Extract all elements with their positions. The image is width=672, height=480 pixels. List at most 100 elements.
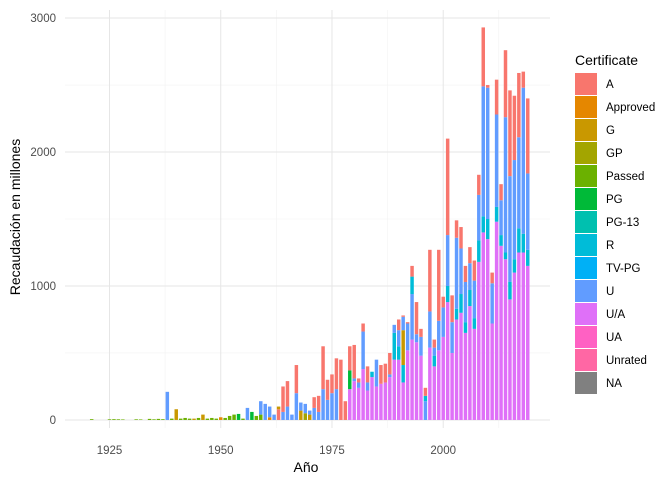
bar-segment: [517, 228, 521, 253]
bar-segment: [294, 365, 299, 394]
bar-segment: [307, 414, 312, 420]
bar-segment: [396, 359, 401, 420]
bar-segment: [259, 401, 263, 415]
legend-label: Approved: [606, 102, 655, 114]
legend-label: G: [606, 125, 615, 137]
bar-segment: [187, 418, 192, 420]
bar-segment: [388, 374, 392, 378]
y-axis-ticks: 0 1000 2000 3000: [30, 13, 56, 427]
bar-segment: [494, 221, 499, 420]
bar-segment: [499, 184, 503, 201]
bar-segment: [379, 383, 383, 420]
bar-segment: [227, 415, 232, 420]
bar-segment: [352, 378, 356, 382]
bar-segment: [348, 370, 352, 390]
bar-segment: [437, 350, 441, 420]
bar-segment: [445, 285, 450, 303]
bar-segment: [89, 419, 94, 420]
bar-segment: [316, 395, 321, 412]
bar-segment: [410, 276, 414, 295]
bar-segment: [370, 371, 374, 378]
bar-segment: [423, 401, 428, 420]
bar-segment: [365, 390, 370, 420]
bar-segment: [112, 419, 116, 420]
bar-segment: [441, 307, 445, 337]
bar-segment: [178, 418, 183, 420]
bar-segment: [147, 418, 152, 420]
bar-segment: [481, 216, 485, 233]
bar-segment: [361, 369, 365, 420]
bar-segment: [503, 252, 508, 260]
legend-label: U/A: [606, 309, 626, 321]
legend-key: [575, 349, 597, 371]
bar-segment: [459, 294, 463, 313]
bar-segment: [414, 334, 419, 343]
bar-segment: [472, 328, 477, 420]
bar-segment: [232, 414, 236, 420]
bar-segment: [352, 344, 356, 379]
bar-segment: [401, 382, 405, 420]
bar-segment: [481, 27, 485, 87]
legend-key: [575, 326, 597, 348]
bar-segment: [454, 220, 459, 238]
bar-segment: [477, 174, 481, 195]
bar-segment: [396, 330, 401, 347]
bar-segment: [405, 322, 410, 324]
bar-segment: [512, 95, 517, 161]
bar-segment: [521, 87, 526, 234]
bar-segment: [401, 330, 405, 366]
bar-segment: [348, 389, 352, 420]
bar-segment: [223, 417, 227, 420]
bar-segment: [454, 237, 459, 309]
bar-segment: [325, 379, 330, 400]
bar-segment: [316, 411, 321, 420]
bar-segment: [294, 393, 299, 420]
bar-segment: [401, 365, 405, 383]
bar-segment: [325, 399, 330, 420]
bar-segment: [214, 418, 219, 420]
bar-segment: [428, 311, 432, 348]
bar-segment: [361, 331, 365, 370]
bar-segment: [494, 79, 499, 115]
bar-segment: [276, 406, 281, 410]
bar-segment: [463, 332, 468, 420]
bar-segment: [343, 401, 348, 420]
bar-segment: [410, 294, 414, 340]
bar-segment: [450, 322, 454, 353]
bar-segment: [321, 389, 325, 420]
bar-segment: [116, 419, 121, 420]
bar-segment: [445, 235, 450, 286]
bar-segment: [503, 50, 508, 118]
y-tick-label: 1000: [30, 281, 56, 293]
bar-segment: [174, 409, 178, 420]
bar-segment: [463, 281, 468, 323]
legend-key: [575, 142, 597, 164]
bar-segment: [450, 352, 454, 420]
bar-segment: [472, 318, 477, 329]
bar-segment: [392, 324, 396, 333]
bar-segment: [356, 382, 361, 388]
bar-segment: [138, 419, 143, 420]
bar-segment: [437, 320, 441, 351]
bar-segment: [299, 410, 303, 420]
bar-segment: [388, 377, 392, 420]
bar-segment: [201, 414, 205, 420]
bar-segment: [379, 365, 383, 384]
bar-segment: [392, 359, 396, 420]
bar-segment: [250, 411, 254, 420]
bar-segment: [485, 85, 490, 88]
bar-segment: [472, 280, 477, 319]
bar-segment: [526, 265, 530, 420]
bar-segment: [521, 233, 526, 253]
bar-segment: [303, 413, 308, 420]
bar-segment: [468, 306, 472, 420]
bar-segment: [383, 363, 388, 383]
bar-segment: [526, 98, 530, 174]
bar-segment: [281, 411, 285, 420]
bar-segment: [254, 415, 259, 420]
bar-segment: [267, 406, 272, 418]
bar-segment: [517, 72, 521, 138]
bar-segment: [276, 409, 281, 420]
bar-segment: [508, 281, 512, 300]
legend-label: R: [606, 240, 614, 252]
